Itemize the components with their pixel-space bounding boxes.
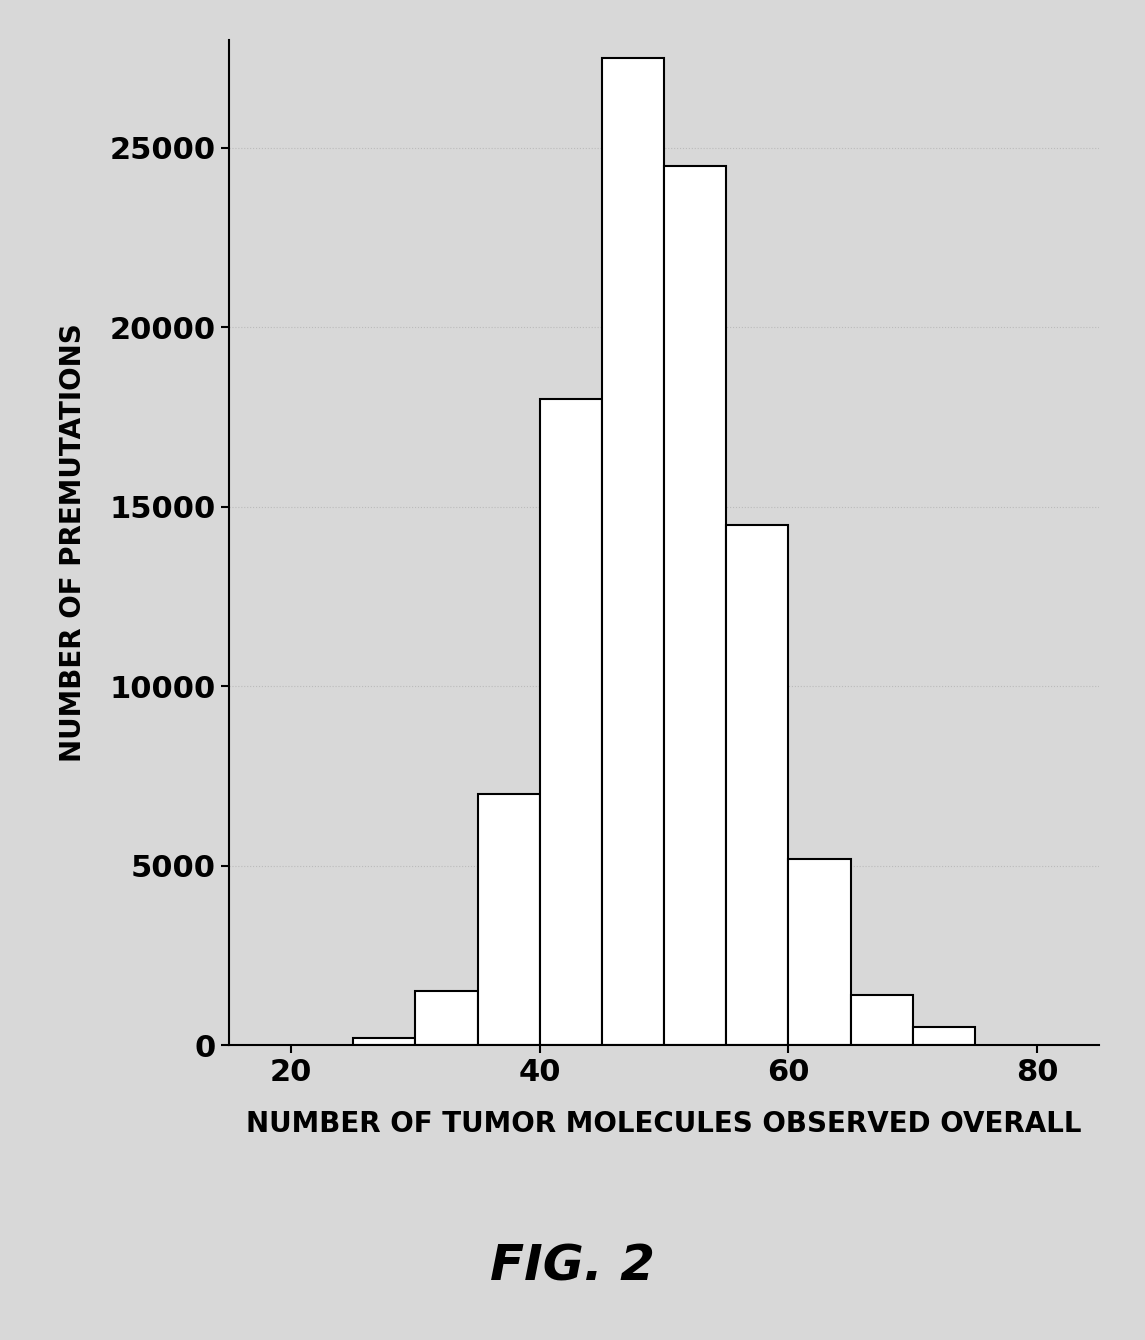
Bar [726,525,789,1045]
Bar [602,58,664,1045]
X-axis label: NUMBER OF TUMOR MOLECULES OBSERVED OVERALL: NUMBER OF TUMOR MOLECULES OBSERVED OVERA… [246,1110,1082,1138]
Bar [416,992,477,1045]
Text: FIG. 2: FIG. 2 [490,1242,655,1290]
Bar [913,1028,974,1045]
Bar [851,994,913,1045]
Y-axis label: NUMBER OF PREMUTATIONS: NUMBER OF PREMUTATIONS [60,323,87,762]
Bar [539,399,602,1045]
Bar [789,859,851,1045]
Bar [664,166,726,1045]
Bar [354,1038,416,1045]
Bar [477,793,539,1045]
